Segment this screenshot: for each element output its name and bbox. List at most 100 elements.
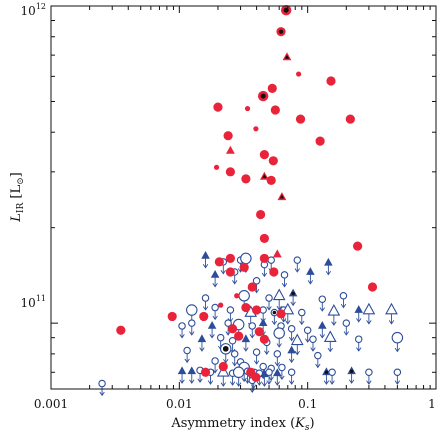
upper-limit-point-19 [339,292,348,300]
x-label-symbol: K [294,416,306,431]
upper-limit-point-41 [273,327,285,339]
x-label-main: Asymmetry index ( [170,416,295,431]
detection-point-47 [259,334,269,344]
detection-point-31 [225,267,236,277]
upper-limit-arrowhead-26 [280,318,287,323]
detection-point-12 [253,126,259,132]
upper-limit-arrowhead-25 [271,320,278,326]
upper-limit-arrowhead-60 [274,362,280,367]
y-label-subscript: IR [16,203,26,214]
upper-limit-arrowhead-4 [261,272,268,278]
upper-limit-point-15 [265,294,273,302]
upper-limit-point-69 [177,366,187,375]
upper-limit-arrowhead-19 [340,303,347,309]
detection-point-18 [213,164,220,170]
upper-limit-point-44 [318,321,327,329]
x-label-end: ) [310,416,315,431]
upper-limit-point-22 [226,306,235,314]
detection-point-39 [167,311,177,322]
upper-limit-point-51 [290,333,304,346]
detection-point-51 [251,372,261,382]
upper-limit-arrowhead-80 [266,380,272,385]
upper-limit-arrowhead-56 [184,358,190,364]
upper-limit-arrowhead-11 [281,283,288,288]
detection-point-30 [353,241,363,251]
detection-point-38 [241,302,251,313]
detection-point-46 [254,327,264,337]
upper-limit-point-29 [327,304,341,316]
detection-point-10 [295,114,306,124]
upper-limit-point-80 [265,368,273,377]
detection-point-34 [247,282,257,292]
detection-point-44 [227,324,238,334]
upper-limit-arrowhead-83 [323,380,330,385]
upper-limit-point-47 [216,333,225,342]
upper-limit-point-66 [259,362,267,371]
upper-limit-arrowhead-43 [304,338,311,343]
detection-point-19 [225,167,236,177]
upper-limit-point-21 [211,303,219,312]
upper-limit-arrowhead-82 [288,380,295,385]
upper-limit-arrowhead-29 [331,321,337,326]
upper-limit-core-83 [324,370,329,375]
upper-limit-point-7 [324,257,333,266]
upper-limit-arrowhead-28 [299,320,305,326]
y-tick-1e12-base: 10 [21,4,36,18]
upper-limit-point-16 [272,288,286,301]
upper-limit-arrowhead-31 [366,320,372,325]
upper-limit-point-39 [258,318,268,327]
upper-limit-point-46 [197,334,207,343]
detection-core-23 [279,194,285,199]
detection-point-14 [315,136,325,146]
detection-core-2 [284,54,290,59]
upper-limit-arrowhead-50 [264,350,270,355]
upper-limit-arrowhead-62 [315,363,321,369]
upper-limit-arrowhead-70 [189,379,195,384]
upper-limit-point-61 [287,345,296,354]
x-tick-label-1: 1 [428,397,436,411]
upper-limit-point-35 [207,321,217,329]
upper-limit-arrowhead-52 [310,347,316,352]
y-label-unit-open: [L [9,185,24,203]
upper-limit-point-88 [98,379,106,388]
upper-limit-arrowhead-87 [394,380,401,385]
upper-limit-point-30 [354,305,364,313]
upper-limit-arrowhead-46 [199,347,205,352]
upper-limit-point-60 [273,350,282,358]
upper-limit-point-11 [280,271,289,279]
upper-limit-arrowhead-65 [241,377,247,383]
upper-limit-arrowhead-35 [209,334,215,339]
upper-limit-arrowhead-38 [249,334,255,339]
upper-limit-arrowhead-86 [366,380,372,385]
upper-limit-arrowhead-13 [202,306,209,311]
upper-limit-arrowhead-49 [243,347,249,352]
detection-point-36 [234,293,240,299]
upper-limit-core-85 [349,369,354,374]
upper-limit-point-33 [178,322,186,330]
upper-limit-arrowhead-12 [307,280,314,285]
upper-limit-point-28 [298,308,306,317]
detection-point-27 [214,257,224,267]
detection-point-11 [345,114,355,124]
upper-limit-point-8 [210,269,220,278]
upper-limit-point-0 [201,250,210,259]
x-tick-label-001: 0.01 [166,397,193,411]
detection-point-7 [244,105,251,112]
upper-limit-point-13 [201,294,210,302]
detection-point-40 [199,311,209,322]
detection-point-5 [267,83,277,93]
detection-point-28 [259,253,269,264]
upper-limit-point-45 [342,319,351,327]
upper-limit-point-20 [186,304,198,316]
upper-limit-arrowhead-75 [236,382,242,387]
upper-limit-point-38 [248,322,257,330]
upper-limit-arrowhead-67 [268,376,274,382]
upper-limit-arrowhead-8 [212,283,218,288]
detection-core-20 [262,174,267,179]
upper-limit-arrowhead-81 [274,381,280,386]
upper-limit-point-34 [188,319,196,327]
detection-core-1 [278,29,284,34]
upper-limit-arrowhead-9 [232,280,238,285]
detection-point-9 [270,105,280,115]
